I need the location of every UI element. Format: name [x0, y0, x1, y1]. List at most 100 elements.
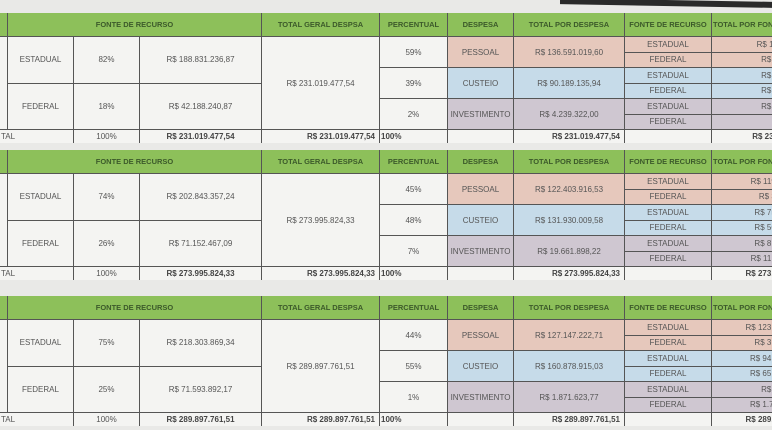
expense-source-value[interactable]: R$ 5 [712, 68, 772, 83]
header-despesa[interactable]: DESPESA [448, 13, 513, 36]
expense-total[interactable]: R$ 122.403.916,53 [514, 174, 624, 204]
total-blank[interactable] [448, 130, 513, 143]
header-fonte-recurso[interactable]: FONTE DE RECURSO [8, 150, 261, 173]
header-fonte-recurso-2[interactable]: FONTE DE RECURSO [625, 150, 711, 173]
expense-source-value[interactable]: R$ 123.3 [712, 320, 772, 335]
header-total-por-fonte[interactable]: TOTAL POR FONTE DE [712, 296, 772, 319]
expense-source-value[interactable]: R$ 1.79 [712, 397, 772, 412]
expense-source-name[interactable]: ESTADUAL [625, 68, 711, 83]
source-value[interactable]: R$ 218.303.869,34 [140, 320, 261, 366]
total-geral[interactable]: R$ 231.019.477,54 [262, 130, 379, 143]
expense-source-name[interactable]: ESTADUAL [625, 37, 711, 52]
source-percent[interactable]: 18% [74, 83, 139, 129]
total-label[interactable]: TAL [0, 267, 73, 280]
header-blank[interactable] [0, 150, 7, 173]
total-percentual[interactable]: 100% [380, 130, 447, 143]
source-value[interactable]: R$ 188.831.236,87 [140, 37, 261, 83]
total-geral-value[interactable]: R$ 231.019.477,54 [262, 37, 379, 129]
expense-total[interactable]: R$ 4.239.322,00 [514, 99, 624, 129]
header-total-por-fonte[interactable]: TOTAL POR FONTE DE [712, 13, 772, 36]
expense-source-value[interactable]: R$ 56. [712, 220, 772, 235]
header-despesa[interactable]: DESPESA [448, 150, 513, 173]
header-percentual[interactable]: PERCENTUAL [380, 150, 447, 173]
expense-name[interactable]: PESSOAL [448, 37, 513, 67]
header-total-por-despesa[interactable]: TOTAL POR DESPESA [514, 150, 624, 173]
total-despesa[interactable]: R$ 231.019.477,54 [514, 130, 624, 143]
total-geral[interactable]: R$ 273.995.824,33 [262, 267, 379, 280]
header-total-por-despesa[interactable]: TOTAL POR DESPESA [514, 13, 624, 36]
expense-source-name[interactable]: FEDERAL [625, 397, 711, 412]
total-fontes[interactable]: R$ 289.897.761,51 [140, 413, 261, 426]
expense-source-value[interactable] [712, 114, 772, 129]
expense-source-value[interactable]: R$ 3 [712, 52, 772, 67]
header-fonte-recurso-2[interactable]: FONTE DE RECURSO [625, 296, 711, 319]
expense-source-value[interactable]: R$ 8.4 [712, 236, 772, 251]
expense-source-name[interactable]: FEDERAL [625, 335, 711, 350]
header-total-geral[interactable]: TOTAL GERAL DESPSA [262, 296, 379, 319]
total-fontes[interactable]: R$ 231.019.477,54 [140, 130, 261, 143]
header-total-geral[interactable]: TOTAL GERAL DESPSA [262, 150, 379, 173]
expense-name[interactable]: PESSOAL [448, 320, 513, 350]
total-percent[interactable]: 100% [74, 267, 139, 280]
expense-source-value[interactable]: R$ 3. [712, 189, 772, 204]
total-percent[interactable]: 100% [74, 413, 139, 426]
expense-source-name[interactable]: ESTADUAL [625, 99, 711, 114]
expense-total[interactable]: R$ 127.147.222,71 [514, 320, 624, 350]
expense-total[interactable]: R$ 90.189.135,94 [514, 68, 624, 98]
source-name[interactable]: FEDERAL [8, 83, 73, 129]
source-percent[interactable]: 82% [74, 37, 139, 83]
expense-total[interactable]: R$ 160.878.915,03 [514, 351, 624, 381]
source-value[interactable]: R$ 42.188.240,87 [140, 83, 261, 129]
total-geral-value[interactable]: R$ 273.995.824,33 [262, 174, 379, 266]
total-geral-value[interactable]: R$ 289.897.761,51 [262, 320, 379, 412]
expense-source-value[interactable]: R$ 65.9 [712, 366, 772, 381]
source-value[interactable]: R$ 71.593.892,17 [140, 366, 261, 412]
source-percent[interactable]: 74% [74, 174, 139, 220]
expense-source-value[interactable]: R$ 119. [712, 174, 772, 189]
expense-source-name[interactable]: FEDERAL [625, 251, 711, 266]
total-label[interactable]: TAL [0, 413, 73, 426]
header-despesa[interactable]: DESPESA [448, 296, 513, 319]
source-percent[interactable]: 25% [74, 366, 139, 412]
total-blank[interactable] [448, 413, 513, 426]
expense-percent[interactable]: 2% [380, 99, 447, 129]
total-despesa[interactable]: R$ 273.995.824,33 [514, 267, 624, 280]
source-name[interactable]: FEDERAL [8, 366, 73, 412]
expense-source-name[interactable]: FEDERAL [625, 114, 711, 129]
expense-total[interactable]: R$ 131.930.009,58 [514, 205, 624, 235]
expense-source-name[interactable]: ESTADUAL [625, 205, 711, 220]
expense-percent[interactable]: 44% [380, 320, 447, 350]
expense-source-value[interactable]: R$ 94.9 [712, 351, 772, 366]
expense-source-name[interactable]: FEDERAL [625, 189, 711, 204]
source-percent[interactable]: 75% [74, 320, 139, 366]
header-fonte-recurso[interactable]: FONTE DE RECURSO [8, 13, 261, 36]
expense-source-name[interactable]: FEDERAL [625, 52, 711, 67]
total-fontes[interactable]: R$ 273.995.824,33 [140, 267, 261, 280]
expense-percent[interactable]: 7% [380, 236, 447, 266]
source-name[interactable]: ESTADUAL [8, 37, 73, 83]
expense-source-name[interactable]: ESTADUAL [625, 320, 711, 335]
source-value[interactable]: R$ 202.843.357,24 [140, 174, 261, 220]
expense-percent[interactable]: 48% [380, 205, 447, 235]
expense-source-name[interactable]: FEDERAL [625, 83, 711, 98]
total-por-fonte[interactable]: R$ 231 [712, 130, 772, 143]
source-percent[interactable]: 26% [74, 220, 139, 266]
expense-total[interactable]: R$ 19.661.898,22 [514, 236, 624, 266]
header-total-por-fonte[interactable]: TOTAL POR FONTE DE [712, 150, 772, 173]
expense-source-value[interactable]: R$ 75. [712, 205, 772, 220]
expense-name[interactable]: INVESTIMENTO [448, 382, 513, 412]
total-percent[interactable]: 100% [74, 130, 139, 143]
total-percentual[interactable]: 100% [380, 413, 447, 426]
expense-total[interactable]: R$ 136.591.019,60 [514, 37, 624, 67]
expense-name[interactable]: CUSTEIO [448, 205, 513, 235]
expense-total[interactable]: R$ 1.871.623,77 [514, 382, 624, 412]
total-blank-2[interactable] [625, 130, 711, 143]
expense-percent[interactable]: 1% [380, 382, 447, 412]
expense-source-value[interactable]: R$ 7 [712, 382, 772, 397]
expense-source-name[interactable]: FEDERAL [625, 366, 711, 381]
expense-percent[interactable]: 55% [380, 351, 447, 381]
total-blank[interactable] [448, 267, 513, 280]
total-despesa[interactable]: R$ 289.897.761,51 [514, 413, 624, 426]
expense-percent[interactable]: 59% [380, 37, 447, 67]
source-name[interactable]: FEDERAL [8, 220, 73, 266]
